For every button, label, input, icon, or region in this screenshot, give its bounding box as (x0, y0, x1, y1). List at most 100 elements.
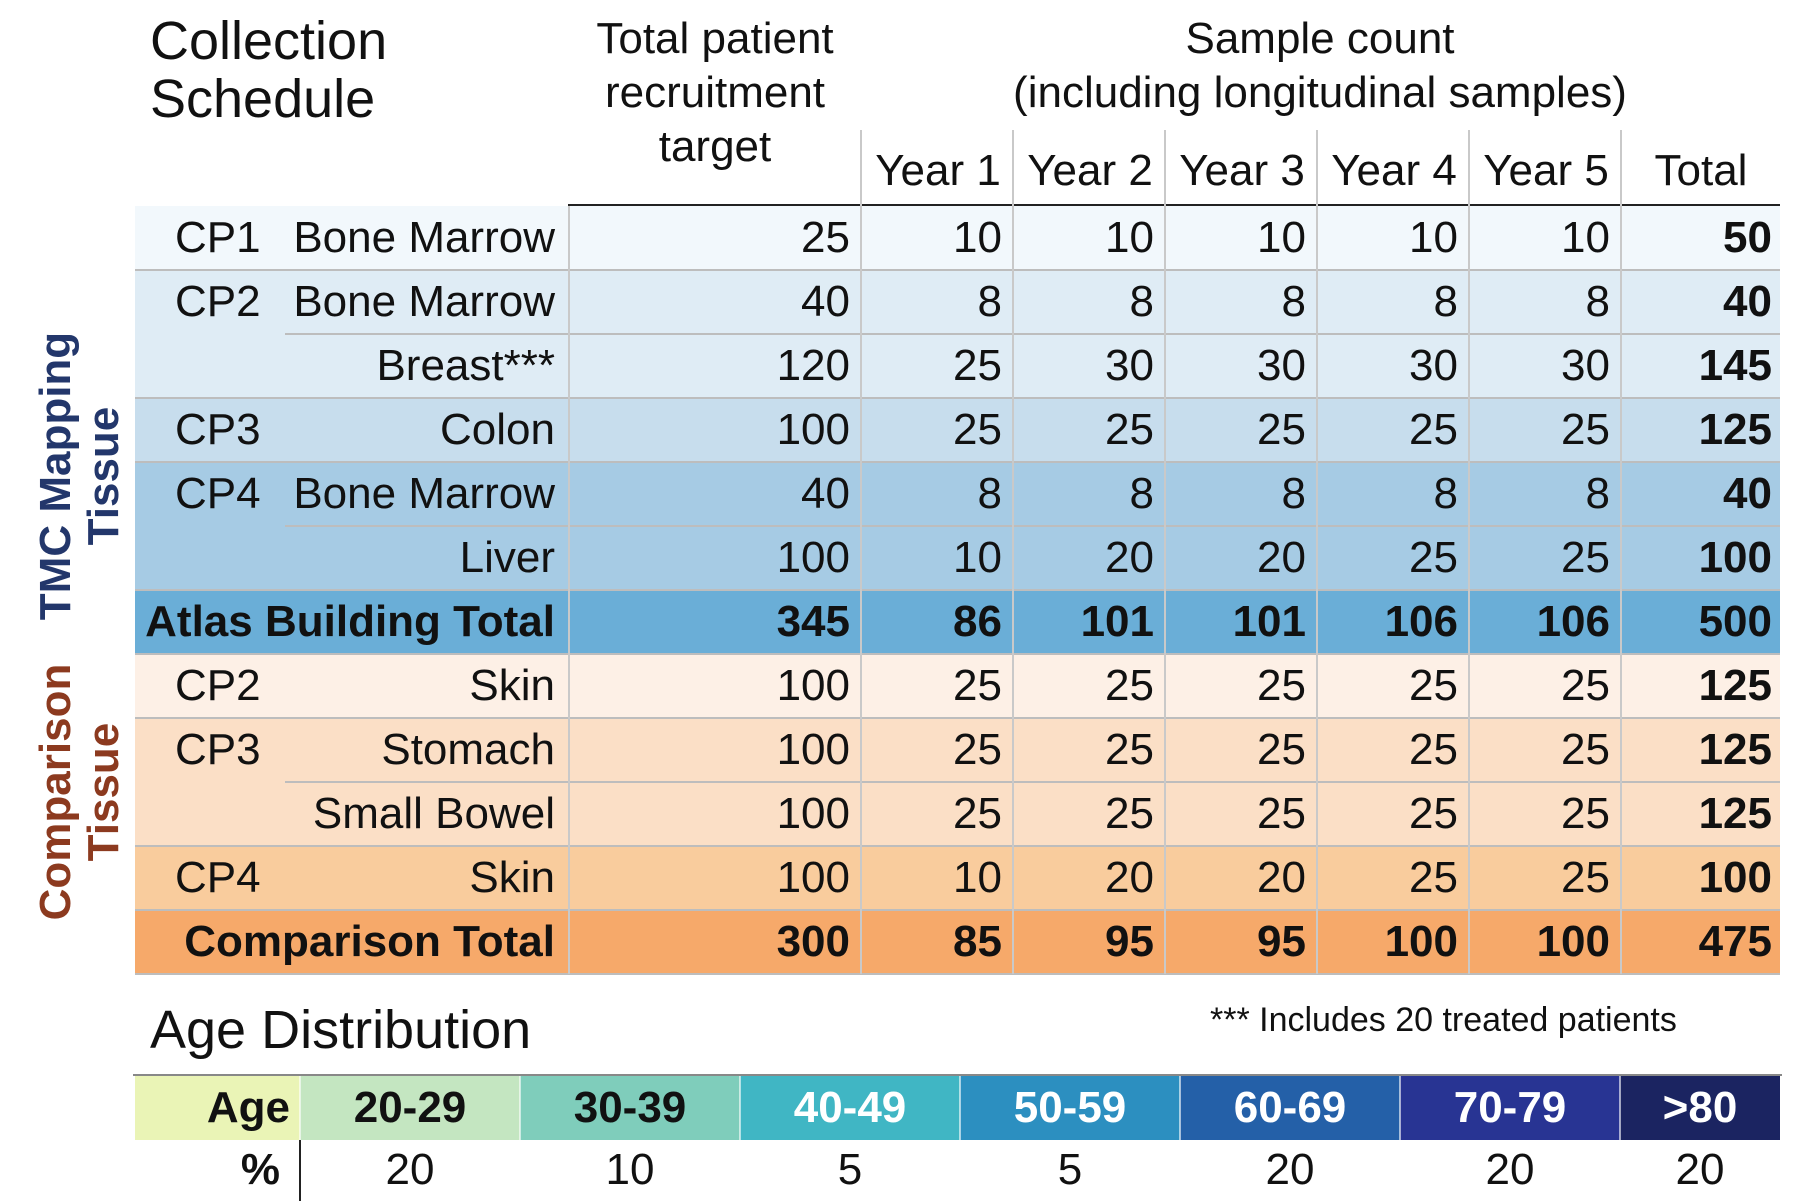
year-2-value: 8 (1129, 277, 1154, 326)
row-separator (135, 461, 1780, 463)
row-band (135, 334, 1780, 398)
target-value: 100 (776, 725, 850, 774)
year-3-value: 20 (1257, 853, 1306, 902)
year-1-value: 25 (953, 341, 1002, 390)
percent-value-3: 5 (837, 1145, 863, 1194)
tissue-label: Atlas Building Total (145, 597, 555, 646)
row-band (135, 846, 1780, 910)
year-3-value: 95 (1257, 917, 1306, 966)
year-3-value: 20 (1257, 533, 1306, 582)
year-4-value: 106 (1384, 597, 1458, 646)
column-divider (568, 206, 570, 974)
tissue-label: Bone Marrow (293, 469, 555, 518)
year-4-value: 25 (1409, 853, 1458, 902)
header-rule (568, 204, 1780, 206)
total-value: 40 (1723, 469, 1772, 518)
year-3-value: 25 (1257, 405, 1306, 454)
column-divider (1164, 130, 1166, 974)
merged-cell-mask (135, 524, 285, 528)
year-1-value: 25 (953, 725, 1002, 774)
tissue-label: Liver (459, 533, 555, 582)
year-2-value: 20 (1105, 853, 1154, 902)
age-distribution-title: Age Distribution (150, 1000, 532, 1060)
target-value: 100 (776, 405, 850, 454)
row-separator (135, 333, 1780, 335)
year-3-value: 8 (1281, 277, 1306, 326)
year-2-value: 8 (1129, 469, 1154, 518)
tissue-label: Bone Marrow (293, 277, 555, 326)
merged-cell-mask (135, 780, 285, 784)
row-band (135, 590, 1780, 654)
percent-value-1: 20 (385, 1145, 435, 1194)
total-value: 125 (1698, 725, 1772, 774)
percent-value-7: 20 (1675, 1145, 1725, 1194)
year-3-value: 30 (1257, 341, 1306, 390)
merged-cell-mask (135, 332, 285, 336)
table-row: Liver 100 10 20 20 25 25 100 (135, 526, 1780, 590)
total-value: 125 (1698, 405, 1772, 454)
target-value: 40 (801, 469, 850, 518)
age-bin-2: 30-39 (520, 1076, 740, 1140)
target-value: 100 (776, 789, 850, 838)
year-4-value: 30 (1409, 341, 1458, 390)
year-1-value: 8 (977, 469, 1002, 518)
year-5-value: 8 (1585, 469, 1610, 518)
year-4-value: 25 (1409, 661, 1458, 710)
table-row: CP1 Bone Marrow 25 10 10 10 10 10 50 (135, 206, 1780, 270)
table-row: Small Bowel 100 25 25 25 25 25 125 (135, 782, 1780, 846)
row-band (135, 462, 1780, 526)
row-separator (135, 397, 1780, 399)
year-2-value: 30 (1105, 341, 1154, 390)
cp-label: CP4 (175, 853, 261, 902)
percent-value-6: 20 (1485, 1145, 1535, 1194)
year-4-value: 25 (1409, 405, 1458, 454)
year-5-value: 106 (1536, 597, 1610, 646)
year-5-value: 30 (1561, 341, 1610, 390)
row-separator (135, 717, 1780, 719)
year-2-value: 25 (1105, 725, 1154, 774)
year-2-value: 20 (1105, 533, 1154, 582)
header-sample-count: Sample count (including longitudinal sam… (1013, 14, 1627, 117)
row-separator (135, 269, 1780, 271)
row-separator (135, 653, 1780, 655)
table-row: Atlas Building Total 345 86 101 101 106 106 500 (135, 590, 1780, 654)
tissue-label: Comparison Total (184, 917, 555, 966)
percent-value-2: 10 (605, 1145, 655, 1194)
age-divider (1179, 1076, 1181, 1140)
row-separator (135, 589, 1780, 591)
column-divider (860, 130, 862, 974)
year-3-value: 8 (1281, 469, 1306, 518)
tissue-label: Bone Marrow (293, 213, 555, 262)
column-header-year-1: Year 1 (875, 146, 1001, 195)
target-value: 40 (801, 277, 850, 326)
year-3-value: 25 (1257, 725, 1306, 774)
target-value: 120 (776, 341, 850, 390)
column-divider (1620, 130, 1622, 974)
row-band (135, 526, 1780, 590)
year-3-value: 25 (1257, 661, 1306, 710)
row-band (135, 398, 1780, 462)
target-value: 100 (776, 853, 850, 902)
percent-label: % (240, 1145, 280, 1194)
age-bin-6: 70-79 (1400, 1076, 1620, 1140)
age-bin-1: 20-29 (300, 1076, 520, 1140)
tissue-label: Breast*** (376, 341, 555, 390)
year-2-value: 25 (1105, 789, 1154, 838)
column-header-year-3: Year 3 (1179, 146, 1305, 195)
row-separator (135, 781, 1780, 783)
total-value: 125 (1698, 661, 1772, 710)
tissue-label: Colon (440, 405, 555, 454)
percent-value-5: 20 (1265, 1145, 1315, 1194)
year-5-value: 25 (1561, 725, 1610, 774)
column-header-year-4: Year 4 (1331, 146, 1457, 195)
year-5-value: 25 (1561, 789, 1610, 838)
column-header-total: Total (1654, 146, 1748, 195)
table-row: CP2 Skin 100 25 25 25 25 25 125 (135, 654, 1780, 718)
age-bin-5: 60-69 (1180, 1076, 1400, 1140)
row-band (135, 782, 1780, 846)
row-band (135, 718, 1780, 782)
year-1-value: 86 (953, 597, 1002, 646)
year-1-value: 10 (953, 533, 1002, 582)
year-1-value: 85 (953, 917, 1002, 966)
year-5-value: 10 (1561, 213, 1610, 262)
